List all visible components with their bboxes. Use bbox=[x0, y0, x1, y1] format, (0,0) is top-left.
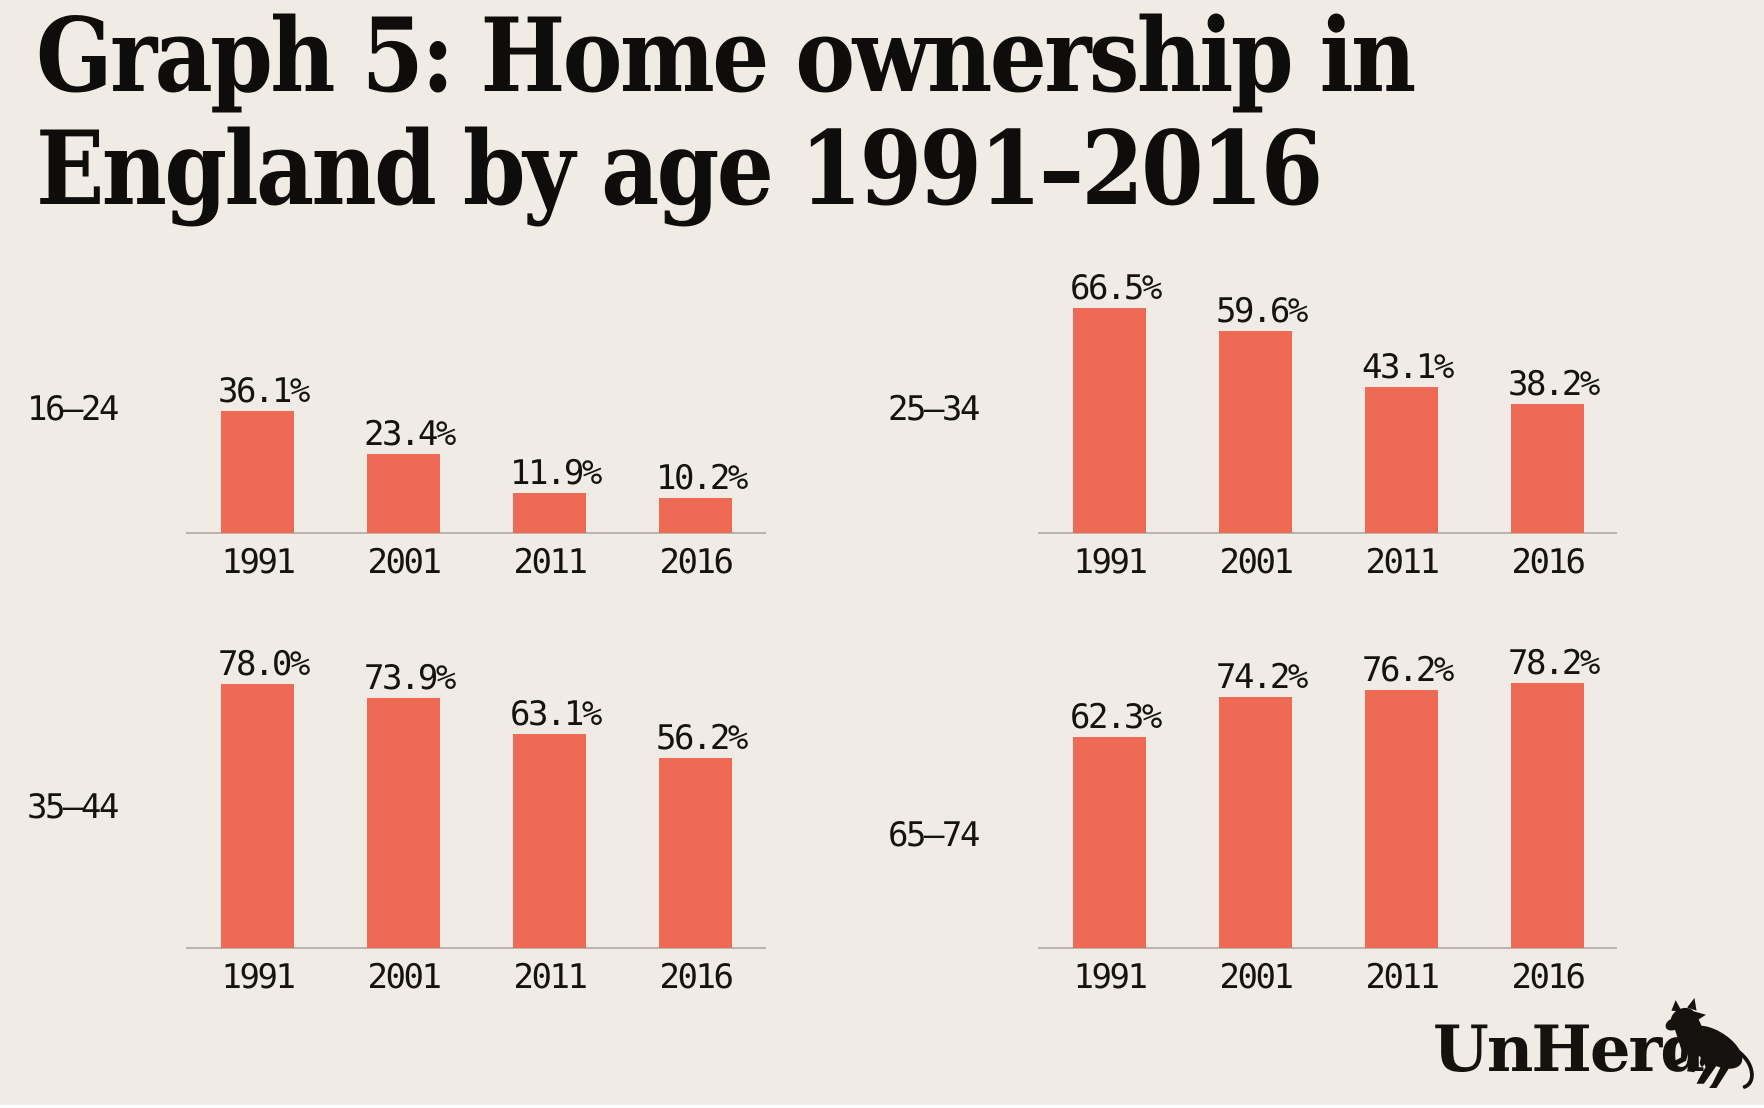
year-tick-label: 2001 bbox=[367, 957, 442, 997]
value-label: 10.2% bbox=[656, 458, 748, 498]
year-tick-label: 2016 bbox=[659, 957, 734, 997]
value-label: 43.1% bbox=[1362, 347, 1454, 387]
age-group-label: 65–74 bbox=[888, 815, 980, 855]
bar bbox=[1219, 331, 1292, 533]
bar bbox=[1511, 683, 1584, 948]
bar bbox=[1511, 404, 1584, 533]
value-label: 38.2% bbox=[1508, 364, 1600, 404]
year-tick-label: 1991 bbox=[1073, 542, 1148, 582]
bar bbox=[1219, 697, 1292, 948]
year-tick-label: 1991 bbox=[221, 957, 296, 997]
rearing-cow-icon bbox=[1665, 998, 1754, 1089]
bar bbox=[367, 698, 440, 948]
value-label: 78.0% bbox=[218, 644, 310, 684]
year-tick-label: 2016 bbox=[1511, 542, 1586, 582]
bar bbox=[367, 454, 440, 533]
value-label: 56.2% bbox=[656, 718, 748, 758]
bar bbox=[1073, 308, 1146, 533]
value-label: 73.9% bbox=[364, 658, 456, 698]
year-tick-label: 2011 bbox=[513, 542, 588, 582]
year-tick-label: 1991 bbox=[1073, 957, 1148, 997]
value-label: 78.2% bbox=[1508, 643, 1600, 683]
chart-title: Graph 5: Home ownership in England by age… bbox=[36, 0, 1416, 229]
value-label: 23.4% bbox=[364, 414, 456, 454]
bar bbox=[1073, 737, 1146, 948]
year-tick-label: 2011 bbox=[1365, 957, 1440, 997]
year-tick-label: 2016 bbox=[659, 542, 734, 582]
chart-title-line1: Graph 5: Home ownership in bbox=[36, 0, 1416, 116]
x-axis-line bbox=[1038, 947, 1617, 949]
year-tick-label: 2011 bbox=[513, 957, 588, 997]
x-axis-line bbox=[186, 947, 766, 949]
unherd-wordmark: UnHerd bbox=[1433, 1012, 1705, 1087]
x-axis-line bbox=[1038, 532, 1617, 534]
chart-title-line2: England by age 1991–2016 bbox=[36, 109, 1323, 229]
x-axis-line bbox=[186, 532, 766, 534]
year-tick-label: 2001 bbox=[1219, 957, 1294, 997]
bar bbox=[513, 734, 586, 948]
age-group-label: 25–34 bbox=[888, 389, 980, 429]
age-group-label: 16–24 bbox=[27, 389, 119, 429]
bar bbox=[513, 493, 586, 533]
bar bbox=[659, 498, 732, 533]
age-group-label: 35–44 bbox=[27, 787, 119, 827]
value-label: 74.2% bbox=[1216, 657, 1308, 697]
bar bbox=[221, 411, 294, 533]
value-label: 62.3% bbox=[1070, 697, 1162, 737]
year-tick-label: 2001 bbox=[1219, 542, 1294, 582]
value-label: 36.1% bbox=[218, 371, 310, 411]
value-label: 11.9% bbox=[510, 453, 602, 493]
bar bbox=[1365, 387, 1438, 533]
year-tick-label: 2016 bbox=[1511, 957, 1586, 997]
bar bbox=[1365, 690, 1438, 948]
value-label: 76.2% bbox=[1362, 650, 1454, 690]
year-tick-label: 1991 bbox=[221, 542, 296, 582]
value-label: 59.6% bbox=[1216, 291, 1308, 331]
year-tick-label: 2001 bbox=[367, 542, 442, 582]
year-tick-label: 2011 bbox=[1365, 542, 1440, 582]
bar bbox=[221, 684, 294, 948]
value-label: 63.1% bbox=[510, 694, 602, 734]
bar bbox=[659, 758, 732, 948]
value-label: 66.5% bbox=[1070, 268, 1162, 308]
